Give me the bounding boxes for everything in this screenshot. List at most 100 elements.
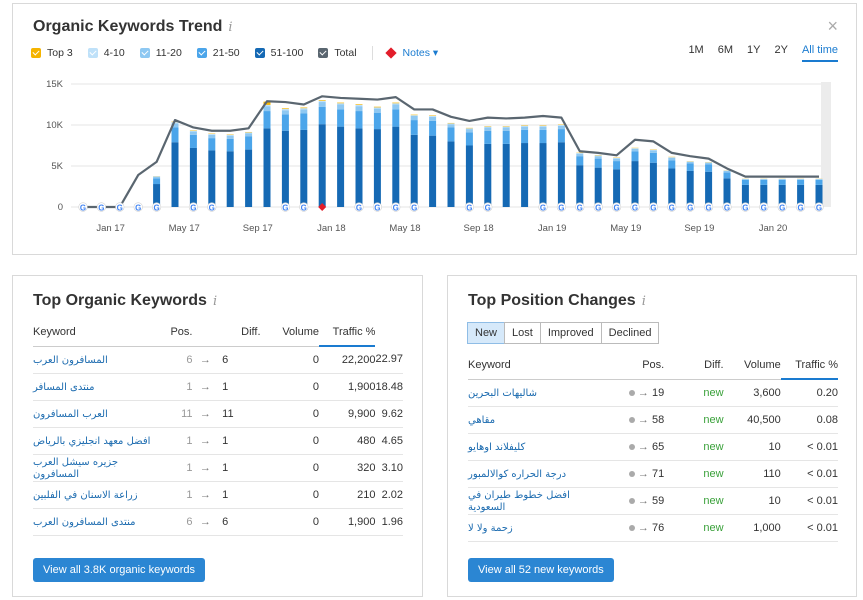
bar-51-100[interactable] xyxy=(373,129,381,207)
checkbox-top3[interactable] xyxy=(31,48,41,58)
google-update-icon[interactable] xyxy=(648,202,659,212)
bar-51-100[interactable] xyxy=(171,142,179,207)
col-pos[interactable]: Pos. xyxy=(158,318,193,347)
google-update-icon[interactable] xyxy=(740,202,751,212)
bar-51-100[interactable] xyxy=(465,145,473,208)
bar-21-50[interactable] xyxy=(594,158,602,168)
bar-21-50[interactable] xyxy=(189,134,197,148)
bar-21-50[interactable] xyxy=(576,156,584,166)
bar-51-100[interactable] xyxy=(429,135,437,207)
bar-21-50[interactable] xyxy=(355,111,363,129)
bar-51-100[interactable] xyxy=(484,143,492,207)
bar-51-100[interactable] xyxy=(447,141,455,207)
bar-11-20[interactable] xyxy=(484,127,492,131)
col-volume[interactable]: Volume xyxy=(723,351,781,380)
bar-21-50[interactable] xyxy=(410,120,418,135)
bar-11-20[interactable] xyxy=(429,116,437,121)
bar-4-10[interactable] xyxy=(208,134,216,135)
bar-11-20[interactable] xyxy=(447,124,455,128)
keyword-link[interactable]: زراعة الاسنان في الفلبين xyxy=(33,489,138,501)
keyword-link[interactable]: مقاهي xyxy=(468,414,496,426)
legend-4-10[interactable]: 4-10 xyxy=(87,47,125,59)
bar-51-100[interactable] xyxy=(760,184,768,207)
bar-51-100[interactable] xyxy=(502,143,510,207)
bar-11-20[interactable] xyxy=(631,148,639,152)
info-icon[interactable]: i xyxy=(641,294,646,309)
range-1m[interactable]: 1M xyxy=(688,44,704,56)
bar-21-50[interactable] xyxy=(778,179,786,185)
bar-4-10[interactable] xyxy=(226,134,234,136)
bar-21-50[interactable] xyxy=(613,161,621,170)
range-6m[interactable]: 6M xyxy=(717,44,733,56)
google-update-icon[interactable] xyxy=(611,202,622,212)
google-update-icon[interactable] xyxy=(556,202,567,212)
bar-21-50[interactable] xyxy=(649,152,657,163)
google-update-icon[interactable] xyxy=(409,202,419,212)
bar-11-20[interactable] xyxy=(355,106,363,112)
google-update-icon[interactable] xyxy=(207,202,217,212)
range-1y[interactable]: 1Y xyxy=(747,44,761,56)
bar-51-100[interactable] xyxy=(392,126,400,207)
bar-51-100[interactable] xyxy=(686,170,694,207)
bar-21-50[interactable] xyxy=(557,129,565,143)
bar-4-10[interactable] xyxy=(502,126,510,128)
tab-lost[interactable]: Lost xyxy=(504,322,541,344)
bar-top-3[interactable] xyxy=(263,101,271,105)
bar-51-100[interactable] xyxy=(226,151,234,207)
tab-new[interactable]: New xyxy=(467,322,506,344)
keyword-link[interactable]: كليفلاند اوهايو xyxy=(468,441,526,453)
bar-51-100[interactable] xyxy=(355,128,363,207)
bar-21-50[interactable] xyxy=(263,111,271,129)
bar-51-100[interactable] xyxy=(649,162,657,207)
bar-4-10[interactable] xyxy=(484,126,492,128)
bar-21-50[interactable] xyxy=(429,120,437,136)
bar-21-50[interactable] xyxy=(281,114,289,131)
bar-4-10[interactable] xyxy=(392,103,400,105)
bar-11-20[interactable] xyxy=(760,179,768,180)
bar-4-10[interactable] xyxy=(355,104,363,107)
bar-4-10[interactable] xyxy=(300,108,308,110)
bar-21-50[interactable] xyxy=(208,138,216,151)
bar-51-100[interactable] xyxy=(631,161,639,207)
bar-21-50[interactable] xyxy=(337,109,345,127)
checkbox-total[interactable] xyxy=(318,48,329,58)
bar-21-50[interactable] xyxy=(318,106,326,125)
bar-51-100[interactable] xyxy=(668,168,676,207)
google-update-icon[interactable] xyxy=(391,202,401,212)
google-update-icon[interactable] xyxy=(372,202,383,212)
google-update-icon[interactable] xyxy=(280,202,291,212)
bar-21-50[interactable] xyxy=(502,130,510,144)
bar-11-20[interactable] xyxy=(705,162,713,165)
bar-51-100[interactable] xyxy=(521,143,529,207)
col-diff[interactable]: Diff. xyxy=(664,351,724,380)
info-icon[interactable]: i xyxy=(212,294,218,309)
bar-51-100[interactable] xyxy=(539,143,547,207)
bar-51-100[interactable] xyxy=(208,150,216,207)
bar-11-20[interactable] xyxy=(594,156,602,159)
bar-4-10[interactable] xyxy=(447,123,455,125)
note-diamond-icon[interactable] xyxy=(318,203,327,211)
bar-51-100[interactable] xyxy=(594,167,602,207)
bar-11-20[interactable] xyxy=(318,102,326,107)
google-update-icon[interactable] xyxy=(703,202,714,212)
google-update-icon[interactable] xyxy=(814,202,824,212)
bar-11-20[interactable] xyxy=(245,133,253,137)
bar-4-10[interactable] xyxy=(189,130,197,132)
google-update-icon[interactable] xyxy=(299,202,309,212)
bar-51-100[interactable] xyxy=(557,142,565,207)
google-update-icon[interactable] xyxy=(777,202,787,212)
bar-11-20[interactable] xyxy=(576,153,584,157)
legend-total[interactable]: Total xyxy=(318,47,357,59)
google-update-icon[interactable] xyxy=(538,202,548,212)
bar-21-50[interactable] xyxy=(465,132,473,146)
bar-11-20[interactable] xyxy=(502,127,510,131)
checkbox-51-100[interactable] xyxy=(254,48,265,58)
legend-21-50[interactable]: 21-50 xyxy=(196,47,240,59)
col-volume[interactable]: Volume xyxy=(260,318,320,347)
bar-51-100[interactable] xyxy=(705,171,713,207)
google-update-icon[interactable] xyxy=(593,202,603,212)
bar-21-50[interactable] xyxy=(245,136,253,150)
bar-4-10[interactable] xyxy=(263,104,271,107)
bar-21-50[interactable] xyxy=(447,127,455,142)
bar-21-50[interactable] xyxy=(392,109,400,127)
